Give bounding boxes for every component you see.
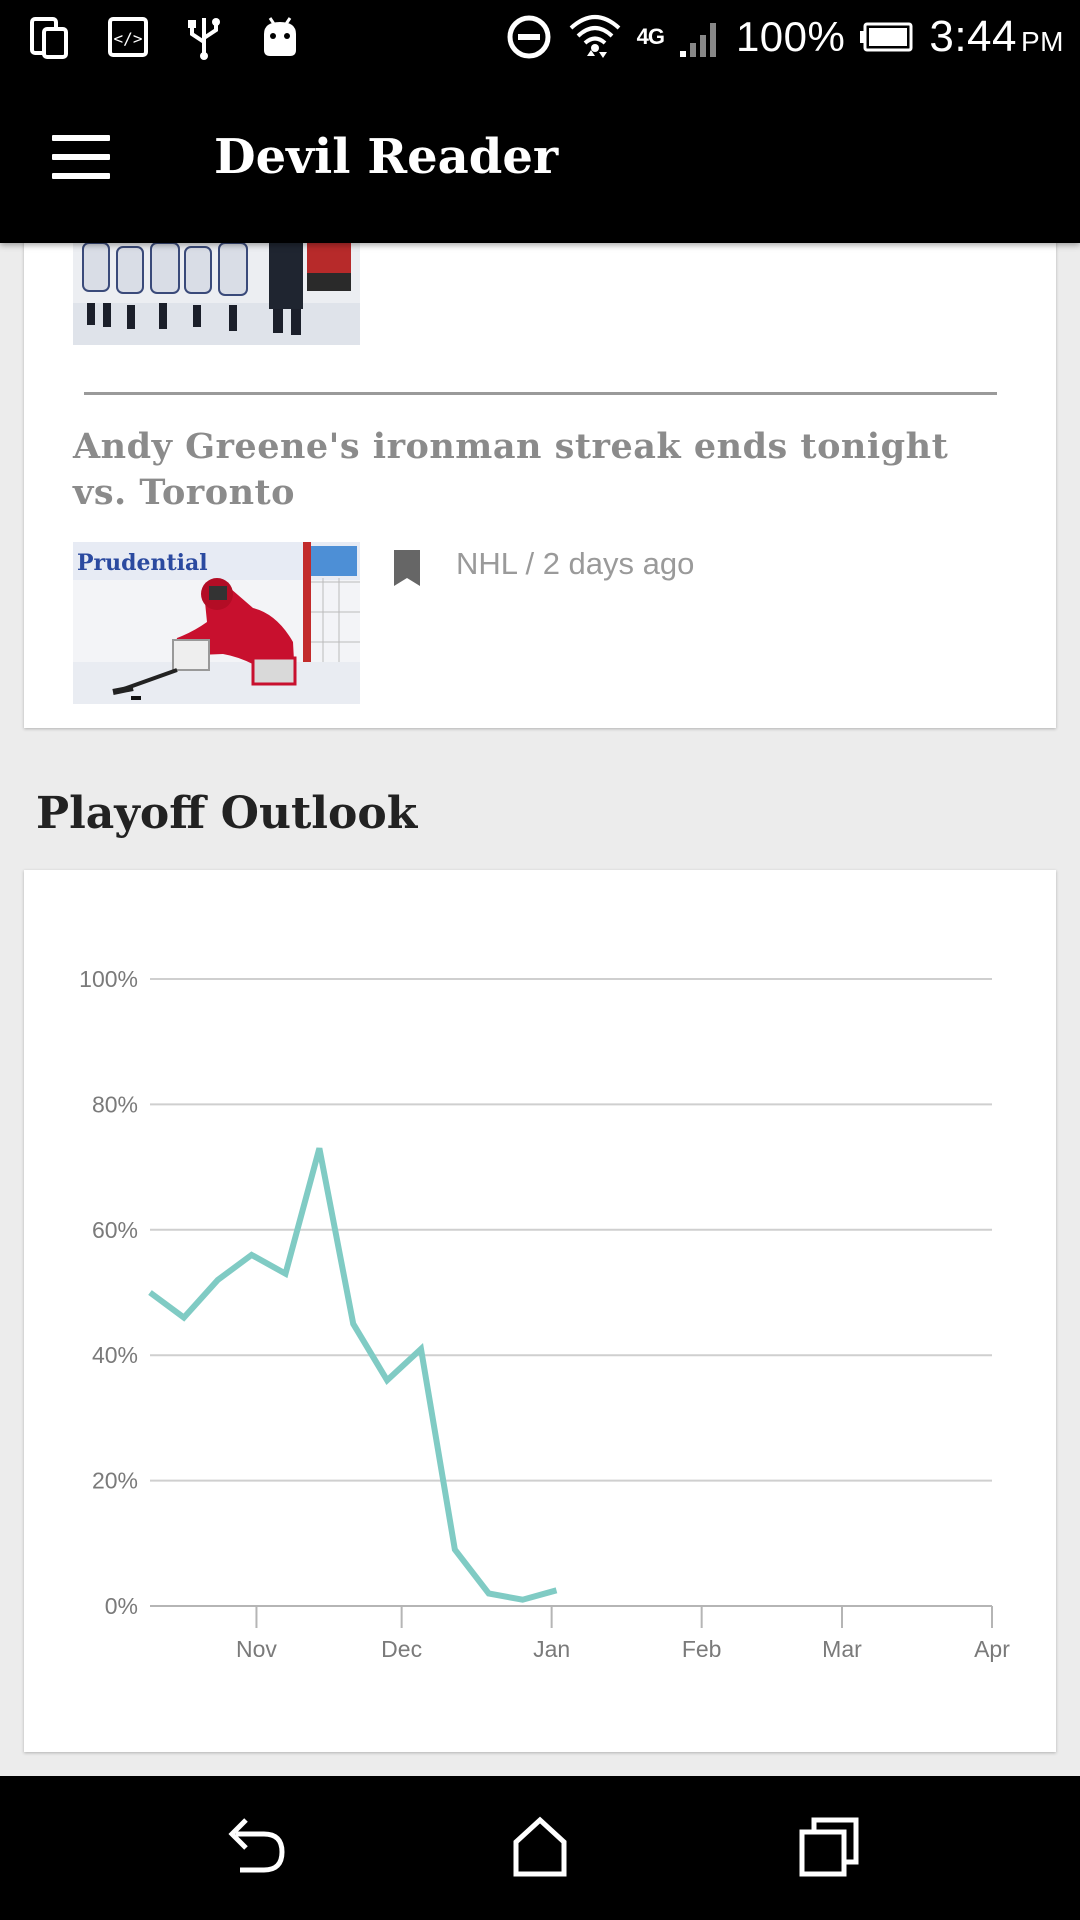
battery-percent: 100% bbox=[735, 13, 846, 60]
thumbnail-sign-text: Prudential bbox=[77, 550, 208, 576]
x-tick-label: Feb bbox=[682, 1636, 722, 1662]
article-divider bbox=[84, 392, 997, 395]
y-tick-label: 60% bbox=[92, 1217, 138, 1243]
clock-ampm: PM bbox=[1021, 26, 1064, 57]
playoff-outlook-chart: 0% 20% 40% 60% 80% 100% Nov Dec Jan Feb Mar Apr bbox=[79, 966, 1010, 1662]
section-title: Playoff Outlook bbox=[36, 788, 418, 839]
navigation-bar bbox=[0, 1776, 1080, 1920]
y-tick-label: 40% bbox=[92, 1342, 138, 1368]
status-icons-right: 4G 100% 3:44 PM bbox=[505, 10, 1064, 64]
svg-text:</>: </> bbox=[114, 29, 143, 48]
y-tick-label: 0% bbox=[105, 1593, 138, 1619]
status-bar: </> 4G bbox=[0, 0, 1080, 77]
y-tick-label: 100% bbox=[79, 966, 138, 992]
series-line bbox=[148, 1147, 558, 1603]
home-icon[interactable] bbox=[500, 1812, 580, 1882]
clock: 3:44 PM bbox=[929, 12, 1064, 62]
x-tick-label: Jan bbox=[533, 1636, 570, 1662]
article-headline[interactable]: Andy Greene's ironman streak ends tonigh… bbox=[73, 426, 949, 513]
playoff-outlook-chart-card: 0% 20% 40% 60% 80% 100% Nov Dec Jan Feb Mar Apr bbox=[24, 870, 1056, 1752]
do-not-disturb-icon bbox=[507, 15, 551, 59]
back-icon[interactable] bbox=[216, 1812, 296, 1882]
network-type: 4G bbox=[636, 24, 665, 49]
android-debug-icon bbox=[264, 17, 296, 56]
article-meta: NHL / 2 days ago bbox=[456, 546, 695, 581]
phone-tablet-icon bbox=[30, 17, 68, 59]
news-card: Andy Greene's ironman streak ends tonigh… bbox=[24, 180, 1056, 728]
article-thumbnail[interactable]: Prudential bbox=[73, 542, 360, 704]
y-tick-label: 20% bbox=[92, 1468, 138, 1494]
x-tick-label: Mar bbox=[822, 1636, 862, 1662]
app-bar: Devil Reader bbox=[0, 77, 1080, 243]
x-tick-label: Nov bbox=[236, 1636, 277, 1662]
clock-time: 3:44 bbox=[929, 12, 1017, 61]
developer-code-icon: </> bbox=[108, 17, 148, 57]
bookmark-icon[interactable] bbox=[392, 548, 422, 588]
battery-icon bbox=[860, 22, 913, 52]
x-tick-label: Apr bbox=[974, 1636, 1010, 1662]
article-thumbnail-previous[interactable] bbox=[73, 243, 360, 345]
x-tick-label: Dec bbox=[381, 1636, 422, 1662]
recents-icon[interactable] bbox=[788, 1812, 868, 1882]
status-icons-left: </> bbox=[30, 14, 300, 60]
y-tick-label: 80% bbox=[92, 1091, 138, 1117]
wifi-icon bbox=[569, 15, 620, 58]
hamburger-menu-icon[interactable] bbox=[52, 135, 112, 179]
usb-icon bbox=[188, 18, 220, 60]
signal-icon bbox=[679, 23, 716, 57]
app-title: Devil Reader bbox=[214, 129, 559, 185]
